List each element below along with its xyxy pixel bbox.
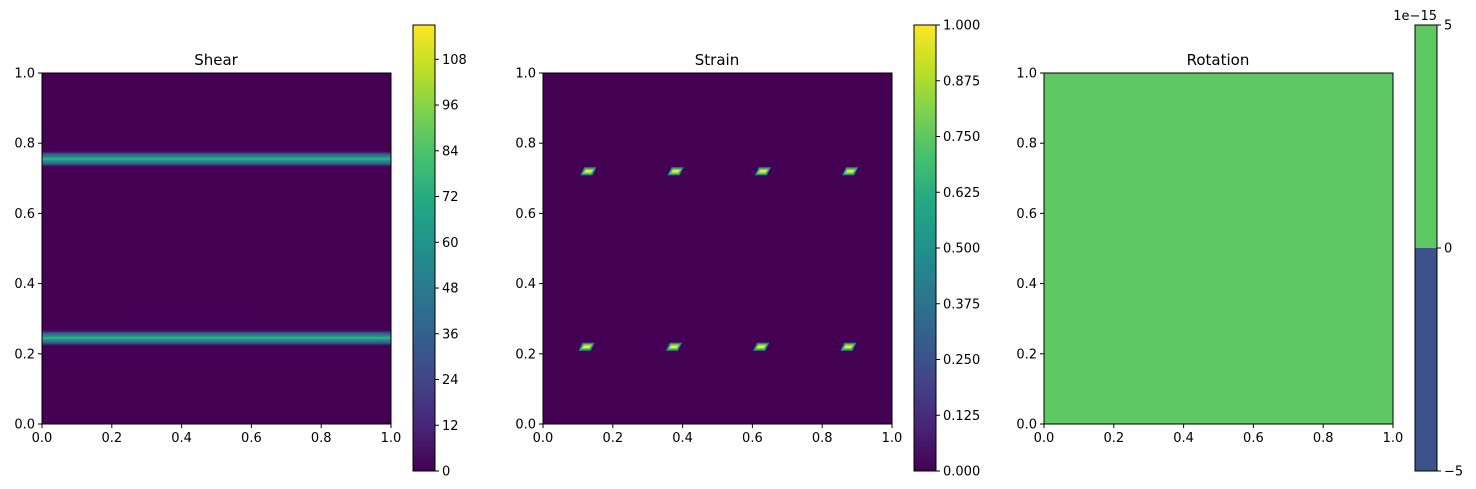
shear-colorbar-gradient <box>412 24 436 472</box>
strain-y-tick-label: 0.2 <box>515 347 536 362</box>
shear-colorbar: 0 12 24 36 48 60 72 84 96 108 <box>412 24 467 480</box>
shear-x-tick-label: 0.6 <box>241 431 262 446</box>
strain-spot <box>578 342 595 351</box>
shear-x-tick-label: 0.2 <box>101 431 122 446</box>
rotation-x-tick-label: 0.4 <box>1173 431 1194 446</box>
strain-spot <box>753 342 770 351</box>
panel-strain: Strain 0.0 0.2 0.4 0.6 0.8 1.0 0.00.20.40.60.… <box>515 19 980 480</box>
shear-y-tick-label: 0.8 <box>14 137 35 152</box>
strain-colorbar-tick-label: 0.375 <box>943 297 980 312</box>
shear-y-ticks: 0.0 0.2 0.4 0.6 0.8 1.0 <box>14 67 42 433</box>
shear-y-tick-label: 0.4 <box>14 277 35 292</box>
rotation-axes-frame <box>1043 72 1394 425</box>
strain-colorbar-tick-label: 0.875 <box>943 74 980 89</box>
shear-colorbar-tick-label: 12 <box>442 419 459 434</box>
shear-colorbar-tick-label: 108 <box>442 53 467 68</box>
strain-spot <box>840 342 857 351</box>
rotation-x-tick-label: 1.0 <box>1383 431 1404 446</box>
strain-colorbar-tick-label: 0.500 <box>943 242 980 257</box>
shear-band <box>42 329 391 347</box>
rotation-colorbar-tick-label: −5 <box>1444 465 1463 480</box>
strain-y-tick-label: 1.0 <box>515 67 536 82</box>
rotation-colorbar: −5 0 5 1e−15 <box>1393 9 1463 480</box>
rotation-colorbar-level <box>1415 248 1437 471</box>
strain-x-tick-label: 0.4 <box>672 431 693 446</box>
strain-y-ticks: 0.0 0.2 0.4 0.6 0.8 1.0 <box>515 67 543 433</box>
shear-x-tick-label: 1.0 <box>381 431 402 446</box>
panel-rotation: Rotation 0.0 0.2 0.4 0.6 0.8 1.0 0.0 0.2 0.4 0.6… <box>1016 9 1463 480</box>
strain-x-tick-label: 0.6 <box>742 431 763 446</box>
strain-x-ticks: 0.0 0.2 0.4 0.6 0.8 1.0 <box>533 424 903 446</box>
rotation-plot-area <box>1043 72 1394 425</box>
strain-colorbar-tick-label: 0.125 <box>943 409 980 424</box>
rotation-x-tick-label: 0.6 <box>1243 431 1264 446</box>
shear-axes-frame <box>41 72 392 425</box>
shear-y-tick-label: 0.2 <box>14 347 35 362</box>
shear-colorbar-tick-label: 60 <box>442 236 459 251</box>
shear-background <box>42 73 391 424</box>
rotation-colorbar-level <box>1415 25 1437 248</box>
rotation-x-tick-label: 0.2 <box>1103 431 1124 446</box>
rotation-x-tick-label: 0.0 <box>1034 431 1055 446</box>
shear-colorbar-tick-label: 48 <box>442 282 459 297</box>
strain-colorbar-tick-label: 0.000 <box>943 465 980 480</box>
strain-y-tick-label: 0.4 <box>515 277 536 292</box>
strain-spot <box>665 342 682 351</box>
strain-spot <box>667 167 684 176</box>
strain-axes-frame <box>542 72 893 425</box>
strain-colorbar-gradient <box>913 24 937 472</box>
shear-y-tick-label: 0.0 <box>14 418 35 433</box>
rotation-title: Rotation <box>1187 51 1250 69</box>
shear-colorbar-tick-label: 24 <box>442 373 459 388</box>
strain-x-tick-label: 1.0 <box>882 431 903 446</box>
shear-y-tick-label: 0.6 <box>14 207 35 222</box>
strain-y-tick-label: 0.0 <box>515 418 536 433</box>
strain-x-tick-label: 0.0 <box>533 431 554 446</box>
strain-colorbar: 0.000 0.125 0.250 0.375 0.500 0.625 0.750 0.875… <box>913 19 980 480</box>
strain-spot <box>842 167 859 176</box>
shear-x-tick-label: 0.4 <box>171 431 192 446</box>
strain-colorbar-tick-label: 0.750 <box>943 130 980 145</box>
strain-title: Strain <box>695 51 739 69</box>
shear-title: Shear <box>194 51 238 69</box>
strain-x-tick-label: 0.8 <box>812 431 833 446</box>
strain-spot <box>580 167 597 176</box>
rotation-colorbar-offset-label: 1e−15 <box>1393 9 1437 24</box>
rotation-y-tick-label: 0.0 <box>1016 418 1037 433</box>
shear-x-tick-label: 0.8 <box>311 431 332 446</box>
shear-colorbar-tick-label: 36 <box>442 327 459 342</box>
strain-y-tick-label: 0.6 <box>515 207 536 222</box>
strain-colorbar-tick-label: 1.000 <box>943 19 980 34</box>
rotation-y-tick-label: 1.0 <box>1016 67 1037 82</box>
rotation-colorbar-tick-label: 0 <box>1444 242 1452 257</box>
shear-colorbar-tick-label: 96 <box>442 99 459 114</box>
shear-x-tick-label: 0.0 <box>32 431 53 446</box>
rotation-y-tick-label: 0.4 <box>1016 277 1037 292</box>
panel-shear: Shear 0.0 0.2 0.4 0.6 0.8 1.0 0.0 0.2 0.4 0.6 0.8… <box>14 24 467 480</box>
strain-y-tick-label: 0.8 <box>515 137 536 152</box>
rotation-x-ticks: 0.0 0.2 0.4 0.6 0.8 1.0 <box>1034 424 1404 446</box>
strain-colorbar-tick-label: 0.625 <box>943 186 980 201</box>
shear-plot-area <box>41 72 392 425</box>
strain-plot-area <box>542 72 893 425</box>
shear-colorbar-tick-label: 0 <box>442 465 450 480</box>
strain-spot <box>754 167 771 176</box>
rotation-y-tick-label: 0.6 <box>1016 207 1037 222</box>
strain-colorbar-tick-label: 0.250 <box>943 353 980 368</box>
shear-y-tick-label: 1.0 <box>14 67 35 82</box>
rotation-x-tick-label: 0.8 <box>1313 431 1334 446</box>
rotation-y-ticks: 0.0 0.2 0.4 0.6 0.8 1.0 <box>1016 67 1044 433</box>
shear-colorbar-tick-label: 84 <box>442 144 459 159</box>
shear-colorbar-tick-label: 72 <box>442 190 459 205</box>
strain-background <box>543 73 892 424</box>
shear-band <box>42 150 391 168</box>
rotation-y-tick-label: 0.8 <box>1016 137 1037 152</box>
rotation-background <box>1044 73 1393 424</box>
strain-x-tick-label: 0.2 <box>602 431 623 446</box>
rotation-colorbar-tick-label: 5 <box>1444 19 1452 34</box>
rotation-y-tick-label: 0.2 <box>1016 347 1037 362</box>
shear-x-ticks: 0.0 0.2 0.4 0.6 0.8 1.0 <box>32 424 402 446</box>
